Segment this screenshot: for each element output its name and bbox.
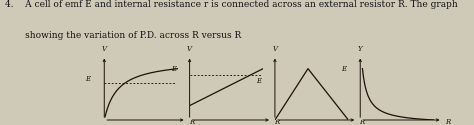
Text: E: E bbox=[85, 75, 91, 83]
Text: R: R bbox=[359, 118, 365, 125]
Text: 4.    A cell of emf E and internal resistance r is connected across an external : 4. A cell of emf E and internal resistan… bbox=[5, 0, 457, 9]
Text: V: V bbox=[273, 45, 277, 53]
Text: R: R bbox=[274, 118, 279, 125]
Text: E: E bbox=[171, 65, 176, 73]
Text: V: V bbox=[102, 45, 107, 53]
Text: E: E bbox=[256, 77, 261, 85]
Text: E: E bbox=[341, 65, 346, 73]
Text: Y: Y bbox=[358, 45, 363, 53]
Text: R: R bbox=[189, 118, 194, 125]
Text: R: R bbox=[445, 118, 450, 125]
Text: V: V bbox=[187, 45, 192, 53]
Text: showing the variation of P.D. across R versus R: showing the variation of P.D. across R v… bbox=[5, 31, 241, 40]
